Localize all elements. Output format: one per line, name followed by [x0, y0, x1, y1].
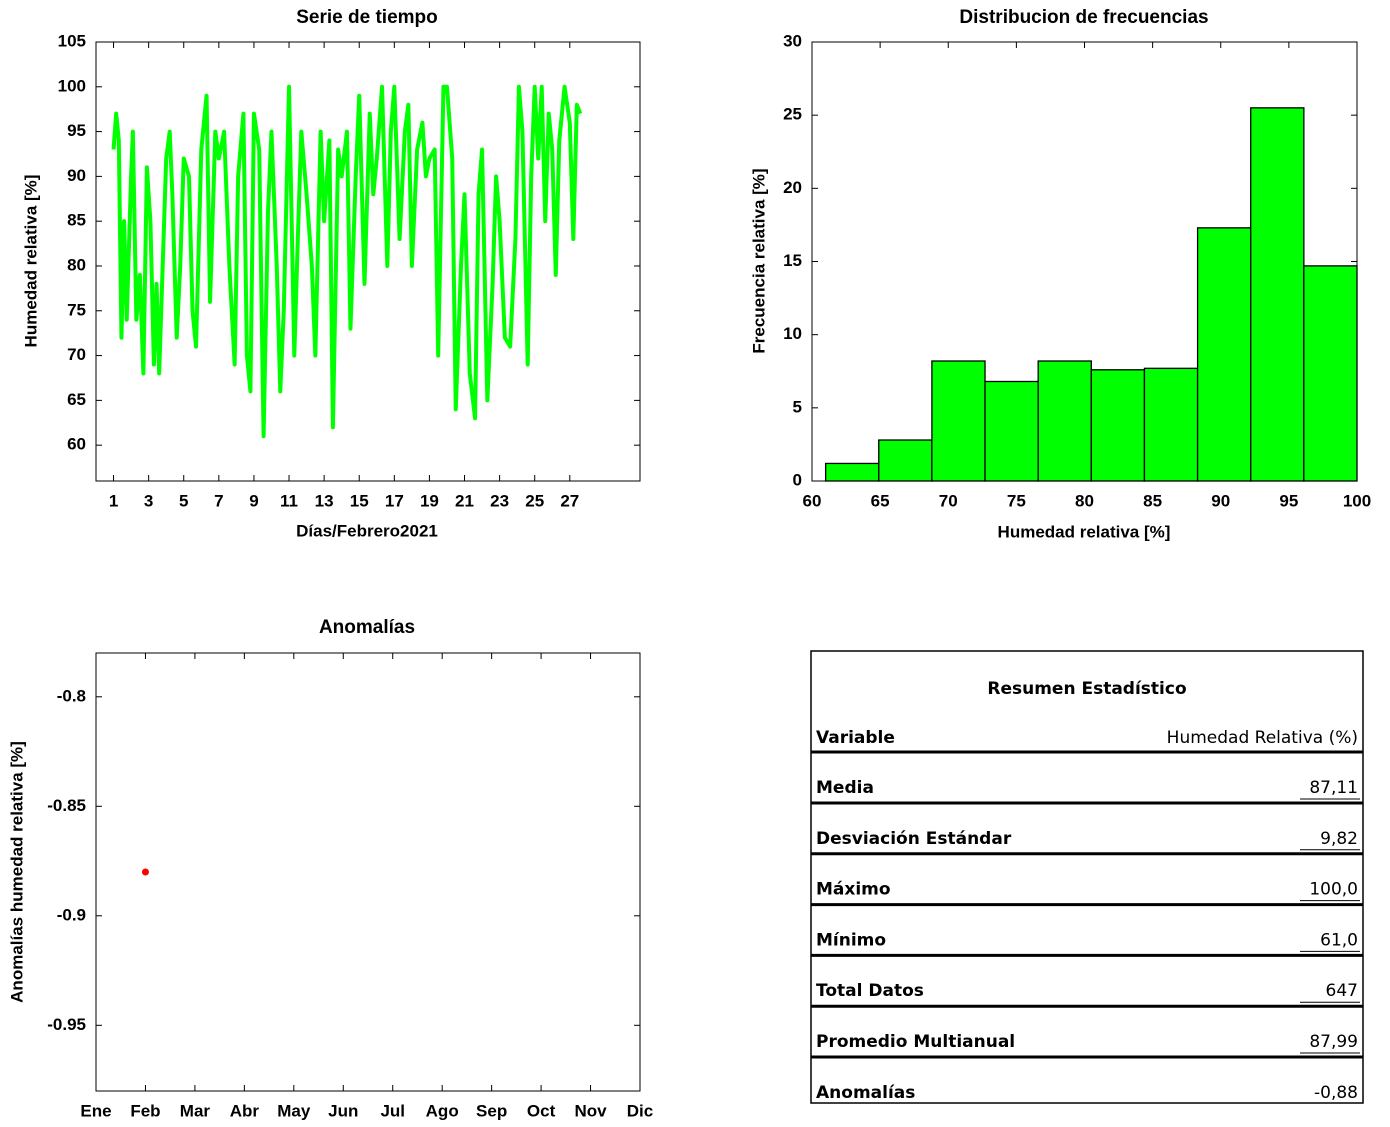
x-tick-label: 9 — [249, 491, 258, 510]
x-tick-label: 15 — [350, 491, 369, 510]
x-tick-label: 65 — [871, 491, 890, 510]
y-tick-label: 5 — [793, 397, 802, 416]
x-tick-label: 70 — [939, 491, 958, 510]
x-axis-label: Humedad relativa [%] — [998, 522, 1171, 541]
plot-area — [95, 41, 641, 482]
row-label: Mínimo — [816, 930, 886, 950]
x-axis-label: Días/Febrero2021 — [296, 521, 438, 540]
x-tick-label: 1 — [109, 491, 118, 510]
x-tick-label: Dic — [627, 1101, 653, 1120]
y-tick-label: -0.8 — [57, 686, 86, 705]
chart-title: Serie de tiempo — [296, 7, 438, 28]
y-tick-label: -0.95 — [47, 1015, 86, 1034]
x-tick-label: Jul — [380, 1101, 405, 1120]
row-value: 87,99 — [1309, 1032, 1358, 1052]
bar — [878, 439, 933, 482]
x-tick-label: 3 — [144, 491, 153, 510]
bar — [1037, 360, 1092, 482]
x-tick-label: 90 — [1211, 491, 1230, 510]
header-cell: Variable — [816, 728, 895, 748]
y-tick-label: 0 — [793, 470, 802, 489]
y-axis-label: Frecuencia relativa [%] — [749, 168, 768, 353]
y-tick-label: 100 — [58, 76, 86, 95]
y-tick-label: 95 — [67, 121, 86, 140]
row-label: Anomalías — [816, 1083, 915, 1103]
x-tick-label: 11 — [280, 491, 298, 510]
x-tick-label: Mar — [180, 1101, 211, 1120]
stats-table: Resumen Estadístico Variable Humedad Relat… — [810, 650, 1364, 1104]
y-tick-label: 105 — [58, 31, 86, 50]
y-tick-label: 65 — [67, 390, 86, 409]
y-tick-label: 30 — [783, 31, 802, 50]
x-tick-label: 7 — [214, 491, 223, 510]
bar — [1090, 369, 1146, 482]
bar — [1250, 107, 1305, 482]
plot-area — [95, 652, 641, 1092]
row-label: Desviación Estándar — [816, 829, 1012, 849]
y-axis-label: Humedad relativa [%] — [21, 175, 40, 348]
bar — [984, 380, 1039, 482]
bar — [824, 462, 880, 482]
x-tick-label: 75 — [1007, 491, 1026, 510]
y-tick-label: -0.85 — [47, 796, 86, 815]
row-value: 87,11 — [1309, 778, 1358, 798]
x-tick-label: 5 — [179, 491, 188, 510]
y-tick-label: 80 — [67, 255, 86, 274]
x-tick-label: 19 — [420, 491, 439, 510]
bar — [1196, 227, 1252, 482]
x-tick-label: Oct — [527, 1101, 556, 1120]
row-label: Máximo — [816, 880, 891, 900]
x-tick-label: 85 — [1143, 491, 1162, 510]
line — [111, 84, 583, 439]
row-value: -0,88 — [1314, 1083, 1358, 1103]
y-tick-label: 60 — [67, 435, 86, 454]
x-tick-label: Ene — [80, 1101, 111, 1120]
x-tick-label: Sep — [476, 1101, 507, 1120]
y-tick-label: 10 — [783, 324, 802, 343]
x-tick-label: 95 — [1279, 491, 1298, 510]
bar — [1303, 265, 1358, 482]
x-tick-label: 27 — [560, 491, 579, 510]
y-tick-label: -0.9 — [57, 905, 86, 924]
chart-title: Anomalías — [319, 617, 415, 638]
x-tick-label: Feb — [130, 1101, 160, 1120]
row-label: Promedio Multianual — [816, 1032, 1015, 1052]
x-tick-label: 25 — [525, 491, 544, 510]
x-tick-label: 17 — [385, 491, 404, 510]
point — [141, 868, 149, 876]
bar — [931, 360, 986, 482]
row-value: 9,82 — [1320, 829, 1358, 849]
x-tick-label: 100 — [1343, 491, 1371, 510]
y-axis-label: Anomalías humedad relativa [%] — [7, 741, 26, 1003]
y-tick-label: 20 — [783, 178, 802, 197]
table-border — [810, 650, 1364, 1104]
row-label: Media — [816, 778, 874, 798]
chart-title: Distribucion de frecuencias — [959, 7, 1208, 28]
bar — [1143, 367, 1199, 482]
y-tick-label: 25 — [783, 105, 802, 124]
x-tick-label: Jun — [328, 1101, 358, 1120]
x-tick-label: 21 — [455, 491, 474, 510]
y-tick-label: 75 — [67, 300, 86, 319]
x-tick-label: May — [277, 1101, 311, 1120]
x-tick-label: Abr — [230, 1101, 260, 1120]
y-tick-label: 90 — [67, 166, 86, 185]
y-tick-label: 70 — [67, 345, 86, 364]
row-value: 100,0 — [1309, 880, 1358, 900]
y-tick-label: 15 — [783, 251, 802, 270]
row-value: 61,0 — [1320, 930, 1358, 950]
x-tick-label: 13 — [315, 491, 334, 510]
table-title: Resumen Estadístico — [987, 679, 1186, 699]
row-label: Total Datos — [816, 981, 924, 1001]
x-tick-label: 60 — [803, 491, 822, 510]
x-tick-label: 23 — [490, 491, 509, 510]
row-value: 647 — [1326, 981, 1358, 1001]
x-tick-label: Nov — [574, 1101, 607, 1120]
x-tick-label: Ago — [426, 1101, 459, 1120]
y-tick-label: 85 — [67, 211, 86, 230]
x-tick-label: 80 — [1075, 491, 1094, 510]
header-cell: Humedad Relativa (%) — [1167, 728, 1358, 748]
